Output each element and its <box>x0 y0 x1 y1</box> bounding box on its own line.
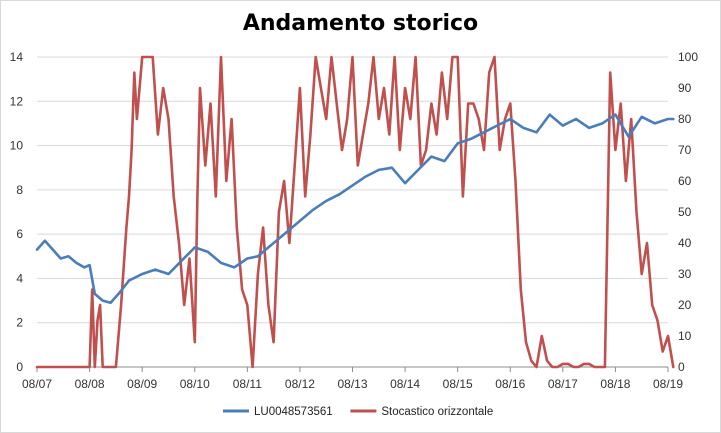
legend-item: LU0048573561 <box>223 406 333 418</box>
y2-tick-label: 80 <box>678 112 692 126</box>
series-line-stocastico-orizzontale <box>35 55 675 369</box>
x-tick-label: 08/09 <box>127 377 157 391</box>
x-tick-label: 08/11 <box>233 377 262 391</box>
y-tick-label: 2 <box>16 316 23 330</box>
x-tick-label: 08/14 <box>390 377 420 391</box>
y-tick-label: 8 <box>16 183 23 197</box>
y2-tick-label: 100 <box>678 50 698 64</box>
y2-tick-label: 20 <box>678 298 692 312</box>
x-tick-label: 08/19 <box>653 377 683 391</box>
legend-label: LU0048573561 <box>254 406 333 418</box>
y2-tick-label: 10 <box>678 329 692 343</box>
legend-item: Stocastico orizzontale <box>350 406 493 418</box>
series-line-lu0048573561 <box>35 113 675 305</box>
axis-layer: 0 2 4 6 8 10 12 14 0 10 20 30 40 50 60 70 80 90 100 08/07 08… <box>10 50 699 391</box>
y-tick-label: 6 <box>16 227 23 241</box>
legend: LU0048573561 Stocastico orizzontale <box>223 406 493 418</box>
x-tick-label: 08/15 <box>443 377 473 391</box>
y2-tick-label: 0 <box>678 360 685 374</box>
y2-tick-label: 50 <box>678 205 692 219</box>
x-tick-label: 08/07 <box>22 377 52 391</box>
y2-tick-label: 30 <box>678 267 692 281</box>
x-tick-label: 08/12 <box>285 377 315 391</box>
y2-tick-label: 90 <box>678 81 692 95</box>
y-tick-label: 10 <box>10 139 24 153</box>
x-tick-label: 08/13 <box>337 377 367 391</box>
y-tick-label: 0 <box>16 360 23 374</box>
x-tick-label: 08/18 <box>600 377 630 391</box>
legend-label: Stocastico orizzontale <box>381 406 493 418</box>
y-tick-label: 14 <box>10 50 24 64</box>
x-tick-label: 08/08 <box>75 377 105 391</box>
grid-layer <box>37 56 668 368</box>
chart-title: Andamento storico <box>242 11 479 36</box>
x-tick-label: 08/17 <box>548 377 578 391</box>
x-tick-label: 08/16 <box>495 377 525 391</box>
y-tick-label: 12 <box>10 94 24 108</box>
x-tick-label: 08/10 <box>180 377 210 391</box>
y2-tick-label: 70 <box>678 143 692 157</box>
y-tick-label: 4 <box>16 271 23 285</box>
y2-tick-label: 60 <box>678 174 692 188</box>
y2-tick-label: 40 <box>678 236 692 250</box>
series-layer <box>35 55 675 369</box>
